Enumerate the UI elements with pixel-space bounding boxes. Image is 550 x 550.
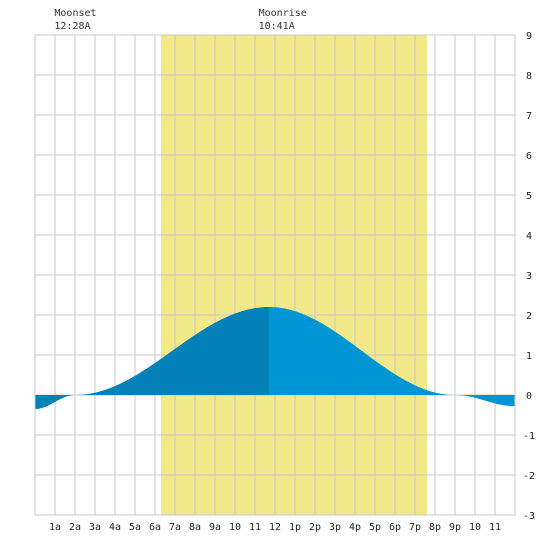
plot-border xyxy=(34,34,516,516)
y-tick-label: 6 xyxy=(526,151,532,162)
x-tick-label: 11 xyxy=(249,522,261,533)
x-tick-label: 8a xyxy=(189,522,201,533)
x-tick-label: 6a xyxy=(149,522,161,533)
y-tick-label: -1 xyxy=(523,431,535,442)
y-tick-label: 7 xyxy=(526,111,532,122)
x-tick-label: 5a xyxy=(129,522,141,533)
x-tick-label: 5p xyxy=(369,522,381,533)
moon-event-time: 10:41A xyxy=(259,21,295,32)
x-tick-label: 1p xyxy=(289,522,301,533)
tide-area-before-peak xyxy=(35,307,269,409)
moon-event-time: 12:28A xyxy=(54,21,90,32)
moon-event-label: Moonset xyxy=(54,8,96,19)
x-tick-label: 3p xyxy=(329,522,341,533)
x-tick-label: 12 xyxy=(269,522,281,533)
y-tick-labels: 9 8 7 6 5 4 3 2 1 0 -1 -2 -3 xyxy=(523,31,535,522)
x-tick-label: 10 xyxy=(469,522,481,533)
moon-events: Moonset 12:28A Moonrise 10:41A xyxy=(54,8,306,32)
y-tick-label: -3 xyxy=(523,511,535,522)
y-tick-label: 3 xyxy=(526,271,532,282)
y-tick-label: 2 xyxy=(526,311,532,322)
x-tick-label: 7a xyxy=(169,522,181,533)
x-tick-label: 7p xyxy=(409,522,421,533)
y-tick-label: 5 xyxy=(526,191,532,202)
y-tick-label: 0 xyxy=(526,391,532,402)
x-tick-label: 10 xyxy=(229,522,241,533)
y-tick-label: 9 xyxy=(526,31,532,42)
moon-event-label: Moonrise xyxy=(259,8,307,19)
x-tick-label: 8p xyxy=(429,522,441,533)
grid-lines xyxy=(34,34,516,516)
x-tick-label: 9a xyxy=(209,522,221,533)
x-tick-label: 6p xyxy=(389,522,401,533)
x-tick-label: 1a xyxy=(49,522,61,533)
x-tick-label: 4a xyxy=(109,522,121,533)
x-tick-label: 9p xyxy=(449,522,461,533)
x-tick-label: 3a xyxy=(89,522,101,533)
y-tick-label: -2 xyxy=(523,471,535,482)
x-tick-label: 2p xyxy=(309,522,321,533)
tide-area-after-peak xyxy=(269,307,515,407)
y-tick-label: 1 xyxy=(526,351,532,362)
x-tick-labels: 1a 2a 3a 4a 5a 6a 7a 8a 9a 10 11 12 1p 2p 3p 4p 5p 6p 7p 8p… xyxy=(49,522,501,533)
x-tick-label: 4p xyxy=(349,522,361,533)
y-tick-label: 4 xyxy=(526,231,532,242)
x-tick-label: 11 xyxy=(489,522,501,533)
y-tick-label: 8 xyxy=(526,71,532,82)
x-tick-label: 2a xyxy=(69,522,81,533)
